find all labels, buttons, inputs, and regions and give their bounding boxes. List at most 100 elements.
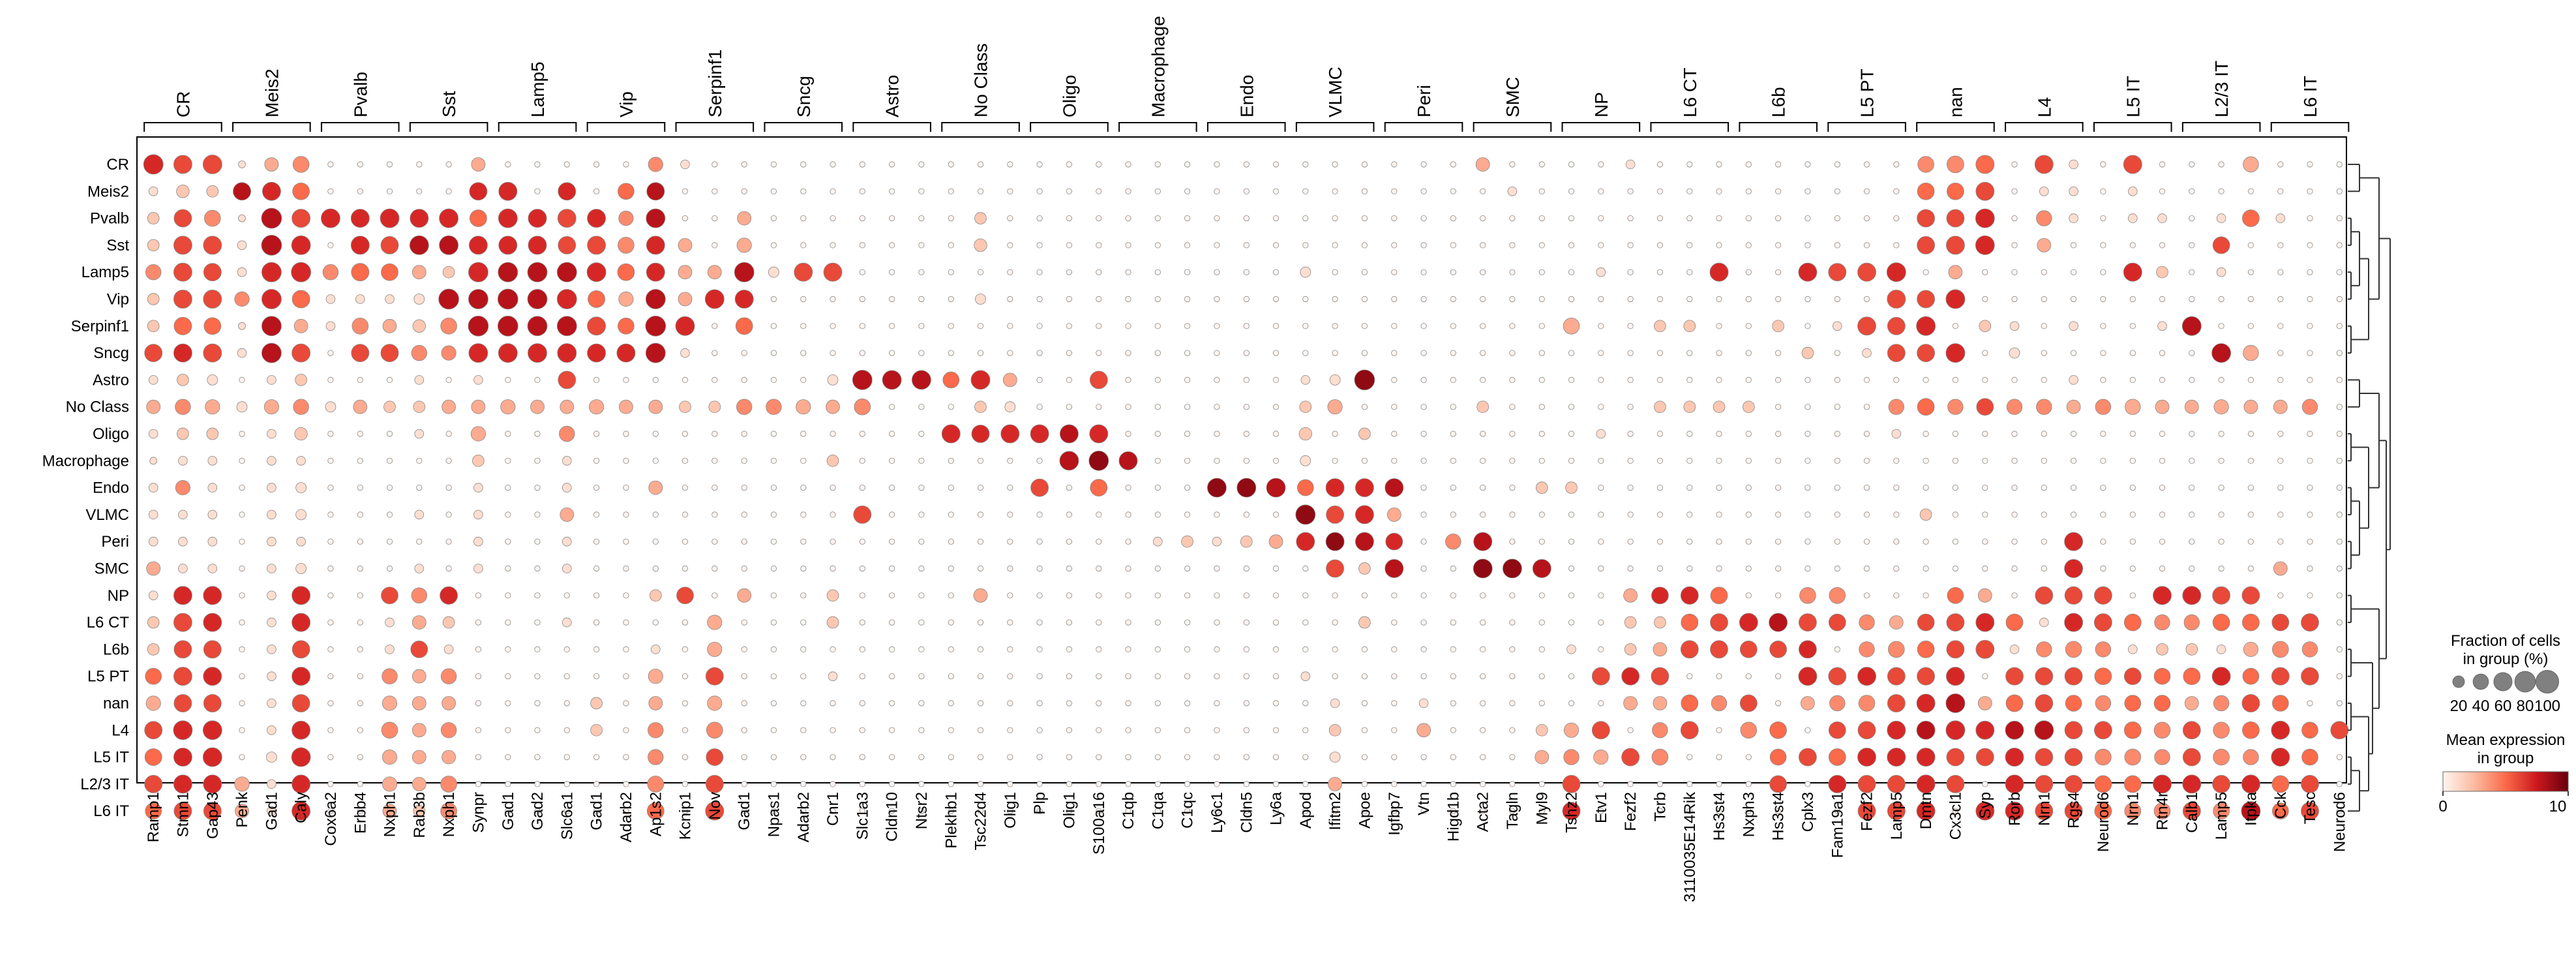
dot (1066, 619, 1072, 626)
dot (977, 538, 984, 545)
dot (1036, 565, 1043, 572)
dot (1096, 592, 1102, 599)
dot (1214, 431, 1220, 437)
dot (327, 161, 334, 168)
dot (1509, 619, 1516, 626)
dot (1066, 215, 1072, 222)
dot (1775, 376, 1782, 383)
dot (357, 565, 363, 572)
dot (645, 289, 666, 309)
size-legend-title-line1: Fraction of cells (2451, 632, 2560, 650)
dot (1775, 431, 1782, 437)
dot (681, 188, 689, 194)
dot (2213, 802, 2230, 819)
dot (1328, 777, 1342, 791)
dot (711, 538, 718, 545)
dot (770, 161, 777, 168)
dot (623, 431, 629, 437)
dot (416, 485, 423, 491)
dot (498, 181, 518, 201)
dot (1917, 613, 1935, 631)
dot (412, 723, 427, 738)
gene-label: Fam19a1 (1829, 792, 1846, 858)
dot (1887, 802, 1906, 821)
dot (1863, 188, 1870, 194)
dot (2273, 399, 2288, 414)
dot (977, 754, 984, 761)
dot (2277, 485, 2284, 491)
dot (1538, 673, 1545, 680)
dot (1627, 376, 1634, 383)
gene-label: Igfbp7 (1386, 792, 1403, 836)
gene-group-bracket (1473, 122, 1552, 132)
dot (1656, 485, 1663, 491)
dot (1302, 296, 1309, 303)
dot (889, 700, 895, 706)
dot (2041, 485, 2047, 491)
size-legend-dot (2536, 670, 2559, 693)
dot (1125, 161, 1131, 168)
dot (711, 511, 718, 518)
dot (563, 161, 570, 168)
dot (1066, 673, 1072, 680)
dot (1623, 696, 1638, 710)
dot (1979, 320, 1992, 333)
dot (175, 399, 191, 415)
dot (2218, 376, 2224, 383)
gene-label: Cldn5 (1238, 792, 1255, 833)
dot (1332, 619, 1338, 626)
dot (830, 242, 836, 249)
dot (267, 617, 277, 628)
dot (1036, 592, 1043, 599)
dot (2100, 269, 2106, 275)
dot (357, 376, 363, 383)
gene-label: Ramp1 (145, 792, 162, 842)
dot (889, 161, 895, 168)
dot (1125, 350, 1131, 356)
dot (1627, 350, 1634, 356)
gene-group-label: L5 PT (1857, 68, 1878, 117)
dot (2247, 485, 2254, 491)
dot (1096, 781, 1102, 787)
dot (498, 235, 518, 255)
dot (1480, 754, 1486, 761)
dot (623, 565, 629, 572)
dot (1066, 727, 1072, 733)
dot (382, 750, 398, 765)
dot (173, 290, 192, 309)
dot (1711, 695, 1728, 712)
dot (1036, 404, 1043, 410)
dot (1391, 727, 1398, 733)
gene-label: Caly (293, 792, 310, 823)
dot (148, 483, 158, 493)
dot (2336, 242, 2343, 249)
dot (1391, 700, 1398, 706)
dot (711, 592, 718, 599)
dot (1975, 181, 1995, 201)
dot (2247, 457, 2254, 464)
dot (173, 667, 192, 686)
dot (1775, 700, 1782, 706)
dot (1184, 188, 1191, 194)
dot (623, 700, 629, 706)
dot (1243, 457, 1250, 464)
dot (741, 485, 747, 491)
dot (1627, 457, 1634, 464)
gene-group-bracket (143, 122, 222, 132)
dot (1059, 451, 1079, 471)
dot (977, 188, 984, 194)
dot (623, 727, 629, 733)
dot (2153, 721, 2171, 739)
dot (800, 511, 807, 518)
dot (1538, 592, 1545, 599)
dot (1391, 296, 1398, 303)
dot (2307, 242, 2313, 249)
dot (1917, 344, 1936, 362)
dot (942, 371, 960, 389)
dot (830, 700, 836, 706)
dot (293, 318, 308, 333)
dot (177, 427, 189, 440)
dot (830, 646, 836, 652)
dot (1329, 752, 1341, 763)
dot (556, 262, 577, 282)
